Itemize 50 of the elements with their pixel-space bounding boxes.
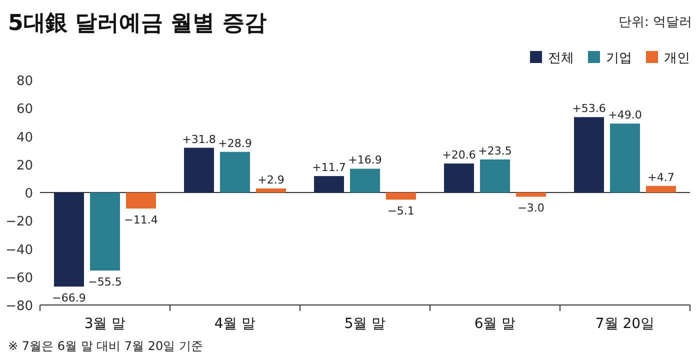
x-tick-label: 3월 말 [84, 316, 126, 332]
data-label: −3.0 [518, 202, 544, 215]
data-label: +11.7 [312, 161, 346, 174]
bar [610, 124, 640, 192]
y-tick-label: 40 [16, 130, 33, 146]
bar [444, 164, 474, 192]
bar [480, 159, 510, 192]
data-label: +23.5 [478, 144, 512, 158]
data-label: −66.9 [52, 292, 86, 305]
y-tick-label: −20 [6, 214, 33, 230]
data-label: +2.9 [258, 173, 284, 186]
bar [126, 192, 156, 209]
bar [184, 148, 214, 192]
x-tick-label: 4월 말 [214, 316, 256, 332]
y-tick-label: −40 [6, 242, 33, 258]
bar [220, 152, 250, 192]
bar [54, 192, 84, 287]
bar [350, 168, 380, 192]
data-label: −5.1 [388, 204, 414, 218]
chart-title: 5대銀 달러예금 월별 증감 [8, 11, 266, 36]
bar [646, 186, 676, 192]
data-label: +16.9 [348, 154, 382, 167]
data-label: +4.7 [648, 170, 674, 184]
data-label: +53.6 [572, 102, 606, 116]
x-tick-label: 5월 말 [344, 316, 386, 332]
data-label: +20.6 [442, 148, 476, 162]
bar [574, 117, 604, 192]
x-tick-label: 7월 20일 [595, 316, 655, 332]
y-tick-label: −60 [6, 270, 33, 286]
data-label: −11.4 [124, 214, 158, 227]
x-tick-label: 6월 말 [474, 316, 516, 332]
y-tick-label: 0 [24, 186, 33, 202]
bar [90, 192, 120, 271]
chart-subtitle: 단위: 억달러 [618, 15, 692, 30]
legend-label: 기업 [606, 51, 632, 66]
bar [516, 192, 546, 197]
text: ※ 7월은 6월 말 대비 7월 20일 기준 [8, 339, 203, 353]
y-tick-label: 80 [16, 74, 33, 89]
data-label: +28.9 [218, 136, 252, 150]
y-tick-label: 20 [16, 158, 33, 174]
data-label: −55.5 [88, 276, 122, 289]
data-label: +49.0 [608, 108, 642, 122]
data-label: +31.8 [182, 132, 216, 146]
legend-label: 개인 [664, 51, 690, 66]
bar [256, 188, 286, 192]
bar [386, 192, 416, 200]
y-tick-label: −80 [6, 299, 33, 314]
legend-label: 전체 [548, 51, 574, 66]
y-tick-label: 60 [16, 102, 33, 118]
bar [314, 176, 344, 192]
